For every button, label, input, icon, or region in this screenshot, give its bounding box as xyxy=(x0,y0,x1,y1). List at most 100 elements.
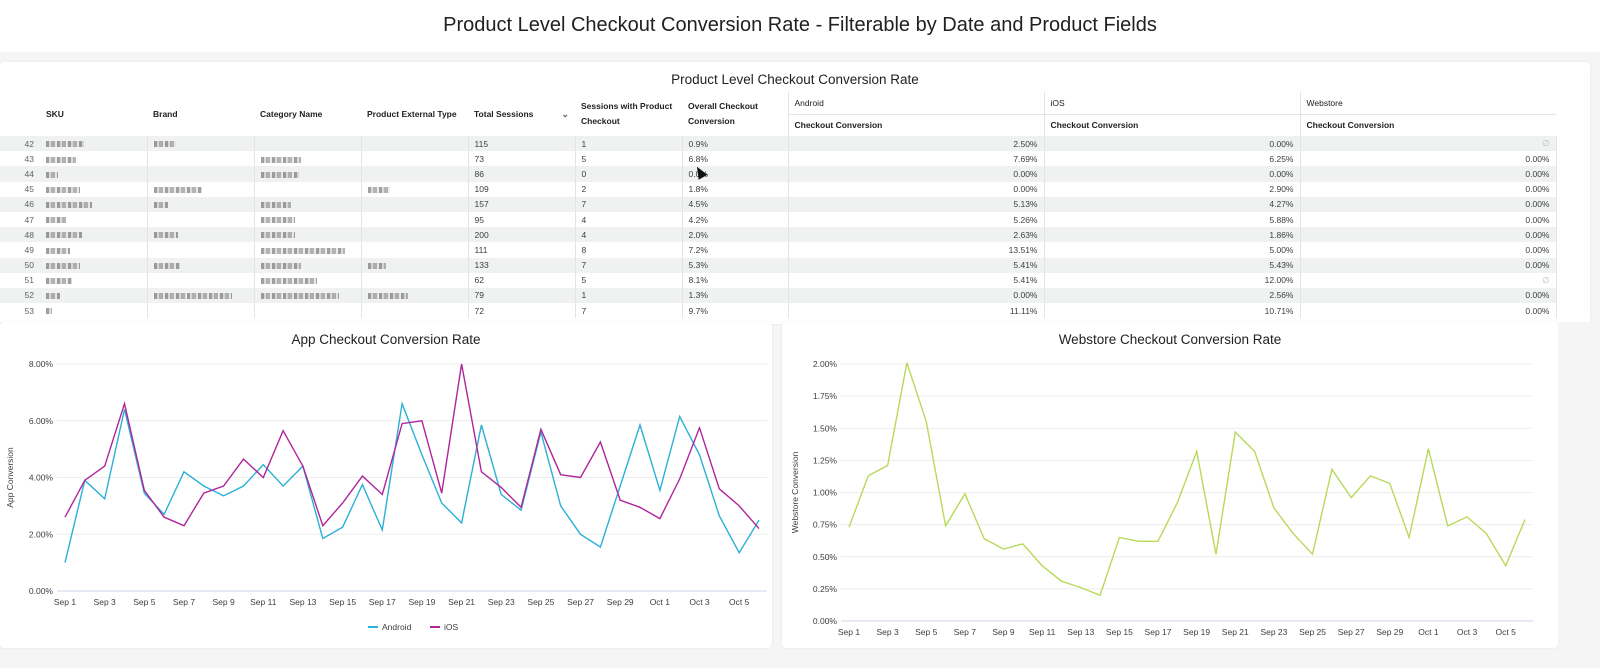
sku-cell xyxy=(40,242,148,258)
row-index: 46 xyxy=(0,196,40,212)
row-index: 53 xyxy=(24,305,34,316)
chevron-down-icon[interactable]: ⌄ xyxy=(561,108,569,119)
x-tick-label: Sep 7 xyxy=(173,597,195,607)
brand-cell xyxy=(147,151,255,167)
sku-cell xyxy=(40,303,148,319)
x-tick-label: Sep 5 xyxy=(133,597,155,607)
sku-cell xyxy=(40,181,148,197)
table-row[interactable]: 46 157 7 4.5% 5.13% 4.27% 0.00% xyxy=(0,196,1557,212)
table-row[interactable]: 45 109 2 1.8% 0.00% 2.90% 0.00% xyxy=(0,181,1557,197)
table-row[interactable]: 52 79 1 1.3% 0.00% 2.56% 0.00% xyxy=(0,287,1557,304)
row-index: 49 xyxy=(24,244,34,255)
y-tick-label: 1.00% xyxy=(813,488,838,498)
overall-conversion-cell: 4.2% xyxy=(682,211,789,228)
x-tick-label: Sep 29 xyxy=(1376,627,1403,637)
redacted-text xyxy=(46,156,76,163)
webstore-conversion-cell: 0.00% xyxy=(1300,287,1557,304)
column-header-overall-conversion[interactable]: Overall Checkout Conversion xyxy=(688,101,758,126)
x-tick-label: Sep 23 xyxy=(488,597,515,607)
category-cell xyxy=(254,166,362,182)
ios-conversion-cell: 4.27% xyxy=(1044,196,1301,212)
redacted-text xyxy=(153,232,178,239)
table-row[interactable]: 49 111 8 7.2% 13.51% 5.00% 0.00% xyxy=(0,242,1557,258)
x-tick-label: Sep 25 xyxy=(1299,627,1326,637)
brand-cell xyxy=(147,242,255,258)
sessions-checkout-cell: 7 xyxy=(575,303,683,319)
row-index: 44 xyxy=(0,166,40,182)
x-tick-label: Sep 21 xyxy=(448,597,475,607)
ios-conversion-cell: 5.88% xyxy=(1044,211,1301,228)
sku-cell xyxy=(40,211,148,228)
page-title: Product Level Checkout Conversion Rate -… xyxy=(0,0,1600,52)
column-header-external-type[interactable]: Product External Type xyxy=(367,109,457,119)
ios-conversion-cell: 2.90% xyxy=(1044,181,1301,197)
overall-conversion-cell: 2.0% xyxy=(682,227,789,243)
brand-cell xyxy=(147,166,255,182)
column-header-sessions-checkout[interactable]: Sessions with Product Checkout xyxy=(581,101,673,126)
webstore-conversion-cell: 0.00% xyxy=(1300,242,1557,258)
external-type-cell xyxy=(361,196,469,212)
table-row[interactable]: 48 200 4 2.0% 2.63% 1.86% 0.00% xyxy=(0,227,1557,243)
row-index: 45 xyxy=(24,184,34,195)
sessions-checkout-cell: 0 xyxy=(575,166,683,182)
webstore-conversion-cell: 0.00% xyxy=(1300,303,1557,319)
table-row[interactable]: 44 86 0 0.0% 0.00% 0.00% 0.00% xyxy=(0,166,1557,182)
redacted-text xyxy=(153,262,180,269)
overall-conversion-cell: 5.3% xyxy=(682,257,789,273)
legend-label-android: Android xyxy=(382,622,412,632)
table-row[interactable]: 43 73 5 6.8% 7.69% 6.25% 0.00% xyxy=(0,151,1557,167)
redacted-text xyxy=(46,308,52,315)
webstore-conversion-cell: ∅ xyxy=(1300,272,1557,288)
brand-cell xyxy=(147,136,255,152)
total-sessions-cell: 73 xyxy=(468,151,576,167)
sessions-checkout-cell: 5 xyxy=(575,151,683,167)
table-row[interactable]: 50 133 7 5.3% 5.41% 5.43% 0.00% xyxy=(0,257,1557,273)
external-type-cell xyxy=(361,136,469,152)
row-index: 51 xyxy=(24,275,34,286)
sessions-checkout-cell: 7 xyxy=(575,196,683,212)
table-row[interactable]: 42 115 1 0.9% 2.50% 0.00% ∅ xyxy=(0,136,1557,152)
column-header-webstore-conversion[interactable]: Checkout Conversion xyxy=(1299,113,1556,136)
android-conversion-cell: 5.41% xyxy=(788,257,1045,273)
row-index: 43 xyxy=(24,153,34,164)
webstore-conversion-cell: 0.00% xyxy=(1300,196,1557,212)
table-row[interactable]: 47 95 4 4.2% 5.26% 5.88% 0.00% xyxy=(0,211,1557,228)
column-header-android-conversion[interactable]: Checkout Conversion xyxy=(787,113,1044,136)
redacted-text xyxy=(367,186,390,193)
table-row[interactable]: 53 72 7 9.7% 11.11% 10.71% 0.00% xyxy=(0,303,1557,319)
total-sessions-cell: 79 xyxy=(468,287,576,304)
sessions-checkout-cell: 8 xyxy=(575,242,683,258)
ios-conversion-cell: 12.00% xyxy=(1044,272,1301,288)
y-tick-label: 8.00% xyxy=(29,359,54,369)
android-conversion-cell: 0.00% xyxy=(788,166,1045,182)
ios-conversion-cell: 0.00% xyxy=(1044,166,1301,182)
overall-conversion-cell: 0.0% xyxy=(682,166,789,182)
table-row[interactable]: 51 62 5 8.1% 5.41% 12.00% ∅ xyxy=(0,272,1557,288)
webstore-conversion-chart: 0.00% 0.25% 0.50% 0.75% 1.00% 1.25% 1.50% 1.75%… xyxy=(790,359,1533,637)
category-cell xyxy=(254,151,362,167)
webstore-conversion-cell: 0.00% xyxy=(1300,227,1557,243)
row-index: 42 xyxy=(0,136,40,152)
x-tick-label: Sep 7 xyxy=(954,627,976,637)
column-header-category[interactable]: Category Name xyxy=(260,109,323,119)
app-conversion-chart: 0.00% 2.00% 4.00% 6.00% 8.00% Sep 1 Sep 3 Sep 5… xyxy=(5,359,767,632)
sessions-checkout-cell: 1 xyxy=(575,136,683,152)
external-type-cell xyxy=(361,257,469,273)
y-tick-label: 0.25% xyxy=(813,584,838,594)
x-tick-label: Oct 3 xyxy=(689,597,710,607)
webstore-conversion-cell: 0.00% xyxy=(1300,151,1557,167)
ios-conversion-cell: 1.86% xyxy=(1044,227,1301,243)
x-tick-label: Sep 17 xyxy=(1145,627,1172,637)
column-header-ios-conversion[interactable]: Checkout Conversion xyxy=(1043,113,1300,136)
y-tick-label: 2.00% xyxy=(813,359,838,369)
sessions-checkout-cell: 4 xyxy=(575,227,683,243)
app-chart-title: App Checkout Conversion Rate xyxy=(291,332,481,347)
column-header-brand[interactable]: Brand xyxy=(153,109,178,119)
x-tick-label: Oct 1 xyxy=(1418,627,1439,637)
redacted-text xyxy=(153,141,176,148)
android-conversion-cell: 13.51% xyxy=(788,242,1045,258)
column-header-sku[interactable]: SKU xyxy=(46,109,64,119)
column-header-total-sessions[interactable]: Total Sessions ⌄ xyxy=(468,92,575,136)
redacted-text xyxy=(260,293,339,300)
external-type-cell xyxy=(361,242,469,258)
